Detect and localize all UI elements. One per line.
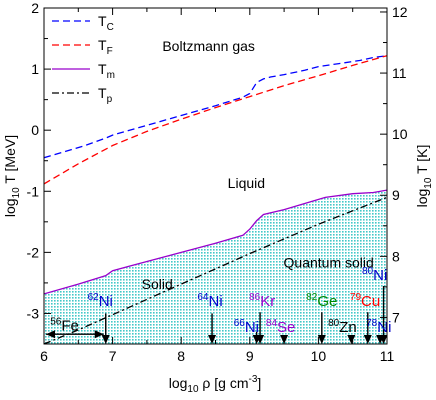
isotope-label-zn-80: 80Zn: [328, 318, 357, 336]
x-axis-title: log10 ρ [g cm-3]: [169, 374, 262, 395]
isotope-label-ni-80: 80Ni: [362, 266, 387, 284]
y-tick-label: 2: [31, 0, 39, 16]
y-tick-label: -3: [27, 305, 40, 321]
fe-arrowhead-left: [46, 330, 55, 339]
isotope-arrowhead: [317, 335, 326, 344]
isotope-label-ni-64: 64Ni: [197, 292, 222, 310]
y2-tick-label: 12: [392, 4, 408, 20]
legend-label-m: Tm: [98, 61, 115, 81]
isotope-label-se-84: 84Se: [266, 318, 295, 336]
series-line-t-C: [44, 55, 387, 159]
isotope-label-kr-86: 86Kr: [249, 292, 275, 310]
y-tick-label: 1: [31, 61, 39, 77]
series-line-t-m: [44, 189, 387, 295]
fe-arrowhead-right: [94, 330, 104, 339]
region-label: Liquid: [228, 175, 265, 191]
isotope-label-cu-79: 79Cu: [350, 292, 380, 310]
solid-region-fill: [44, 190, 387, 344]
y-tick-label: -1: [27, 183, 40, 199]
x-tick-label: 9: [246, 348, 254, 364]
y2-tick-label: 9: [392, 187, 400, 203]
isotope-arrowhead: [252, 335, 261, 344]
x-tick-label: 8: [177, 348, 185, 364]
isotope-arrowhead: [347, 335, 356, 344]
y2-axis-title: log10 T [K]: [414, 145, 434, 208]
x-tick-label: 6: [40, 348, 48, 364]
isotope-label-ni-62: 62Ni: [88, 292, 113, 310]
y-tick-label: -2: [27, 244, 40, 260]
series-line-t-p: [44, 196, 387, 344]
isotope-arrowhead: [363, 335, 372, 344]
region-label: Boltzmann gas: [162, 38, 255, 54]
y2-tick-label: 8: [392, 248, 400, 264]
x-tick-label: 7: [109, 348, 117, 364]
isotope-label-fe-56: 56Fe: [50, 317, 79, 335]
x-tick-label: 10: [311, 348, 327, 364]
isotope-arrowhead: [101, 335, 110, 344]
isotope-label-ni-66: 66Ni: [234, 318, 259, 336]
region-label: Quantum solid: [284, 255, 374, 271]
isotope-label-ge-82: 82Ge: [306, 292, 337, 310]
y-tick-label: 0: [31, 122, 39, 138]
x-tick-label: 11: [380, 348, 395, 364]
legend-label-F: TF: [98, 37, 113, 57]
y2-tick-label: 11: [392, 65, 407, 81]
isotope-arrowhead: [208, 335, 217, 344]
y-axis-title: log10 T [MeV]: [2, 135, 22, 217]
region-label: Solid: [142, 276, 173, 292]
isotope-arrowhead: [280, 335, 289, 344]
y2-tick-label: 10: [392, 126, 408, 142]
isotope-arrowhead: [376, 335, 385, 344]
y2-tick-label: 7: [392, 309, 400, 325]
isotope-label-ni-78: 78Ni: [366, 318, 391, 336]
series-line-t-F: [44, 55, 387, 185]
legend-label-C: TC: [98, 13, 114, 33]
legend-label-p: Tp: [98, 85, 113, 105]
